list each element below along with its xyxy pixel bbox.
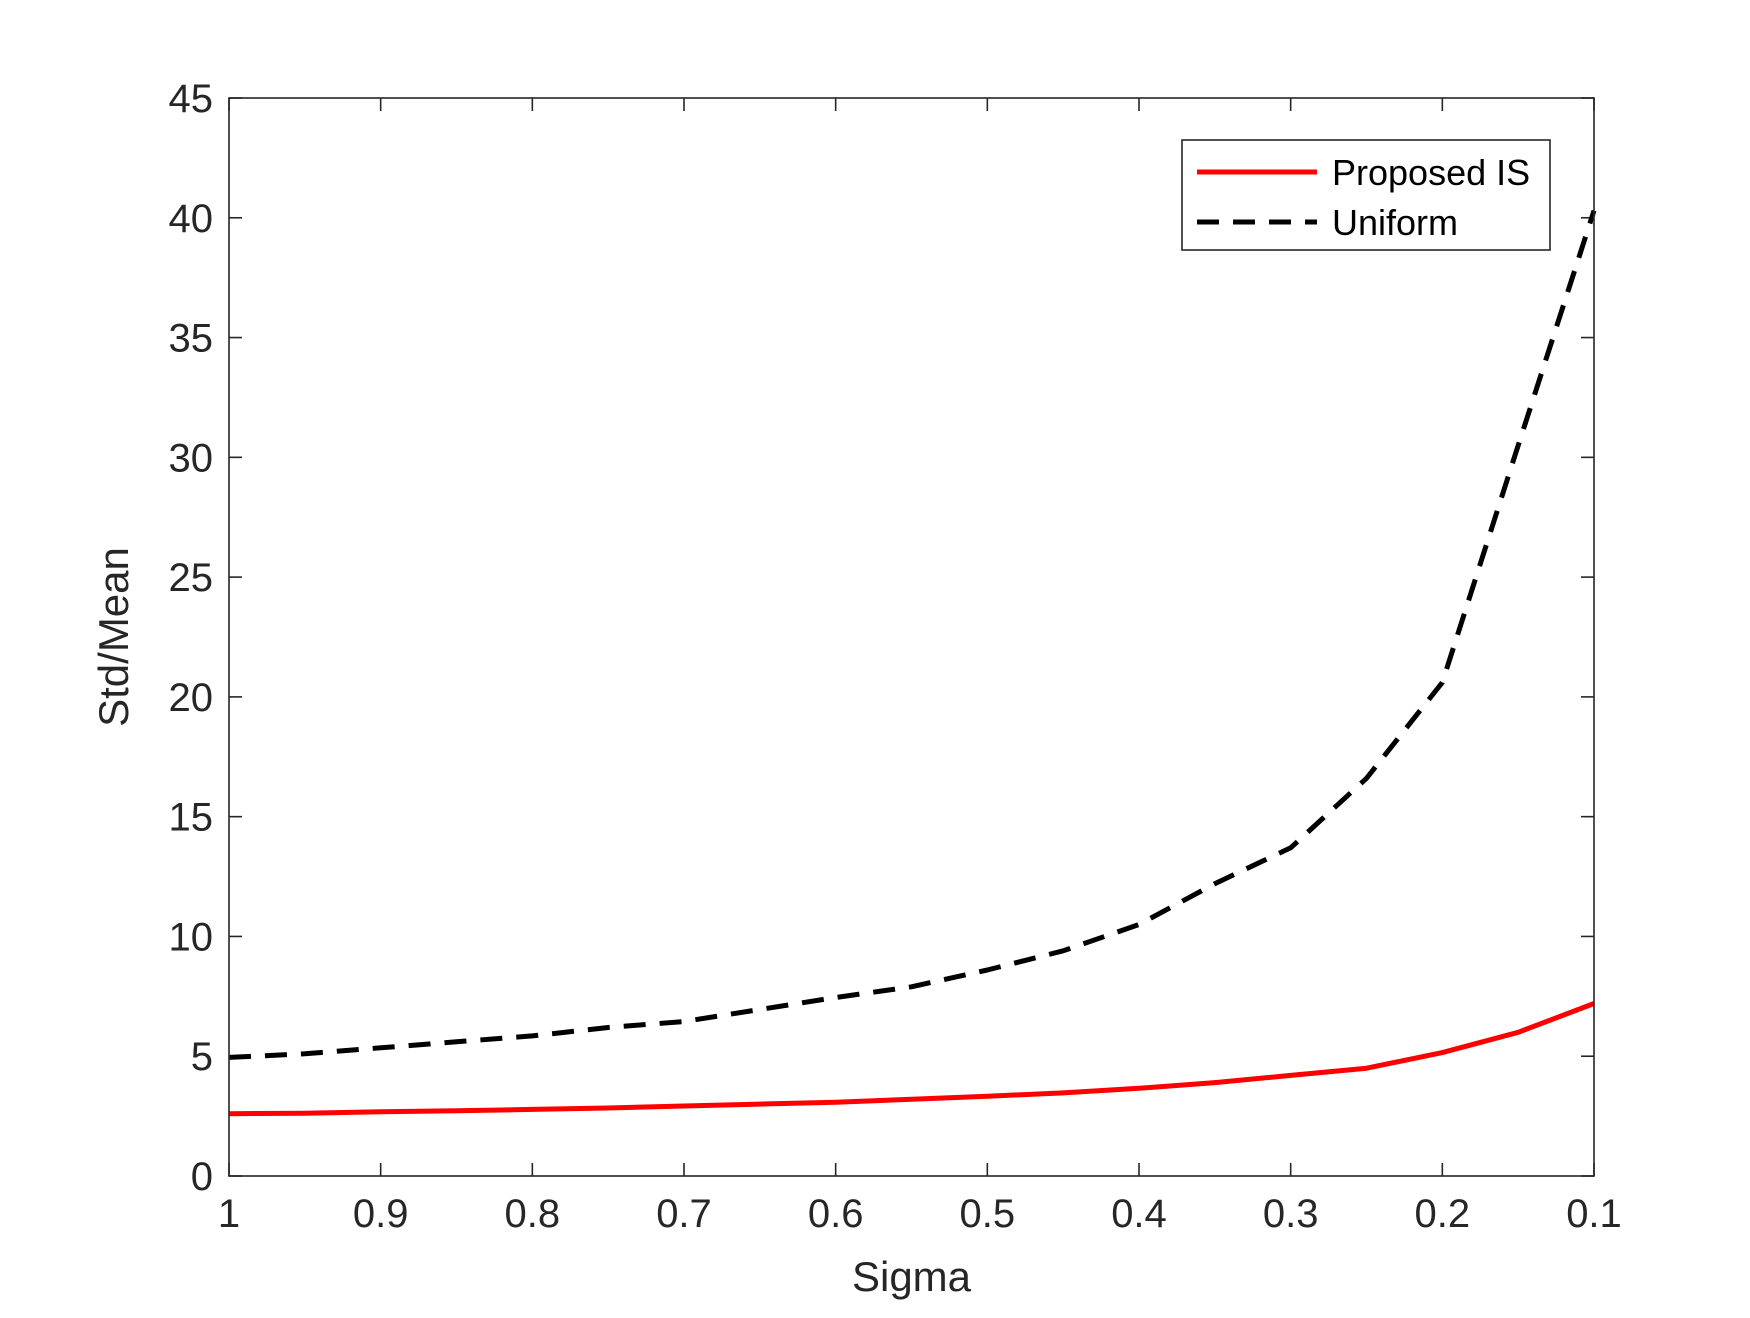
y-tick-label: 35	[169, 317, 214, 361]
legend-box	[1181, 139, 1551, 251]
y-tick-label: 40	[169, 197, 214, 241]
legend-label-proposed-is: Proposed IS	[1332, 152, 1530, 193]
legend-label-uniform: Uniform	[1332, 202, 1458, 243]
x-tick-label: 0.3	[1263, 1192, 1319, 1236]
series-layer	[228, 209, 1597, 1117]
x-tick-label: 0.9	[353, 1192, 409, 1236]
y-tick-label: 30	[169, 436, 214, 480]
y-tick-label: 20	[169, 676, 214, 720]
x-tick-label: 0.4	[1111, 1192, 1167, 1236]
series-line-proposed-is	[228, 1001, 1595, 1117]
x-tick-label: 0.7	[656, 1192, 712, 1236]
x-axis-label: Sigma	[852, 1253, 972, 1300]
ticks-layer: 1 0.9 0.8 0.7 0.6 0.5 0.4 0.3 0.2 0.1 0 5 10 15 20 25 30…	[169, 77, 1622, 1236]
plot-area	[229, 98, 1594, 1176]
y-tick-label: 5	[191, 1035, 213, 1079]
y-tick-label: 10	[169, 915, 214, 959]
x-tick-label: 0.5	[960, 1192, 1016, 1236]
x-tick-label: 0.6	[808, 1192, 864, 1236]
y-tick-label: 25	[169, 556, 214, 600]
y-axis-label: Std/Mean	[90, 547, 137, 727]
y-tick-label: 15	[169, 796, 214, 840]
y-tick-label: 45	[169, 77, 214, 121]
series-line-uniform	[228, 209, 1597, 1060]
x-tick-label: 1	[218, 1192, 240, 1236]
plot-frame	[228, 97, 1595, 1177]
x-tick-label: 0.2	[1415, 1192, 1471, 1236]
x-tick-label: 0.1	[1566, 1192, 1622, 1236]
y-tick-label: 0	[191, 1155, 213, 1199]
x-tick-label: 0.8	[505, 1192, 561, 1236]
legend: Proposed IS Uniform	[1181, 139, 1551, 251]
